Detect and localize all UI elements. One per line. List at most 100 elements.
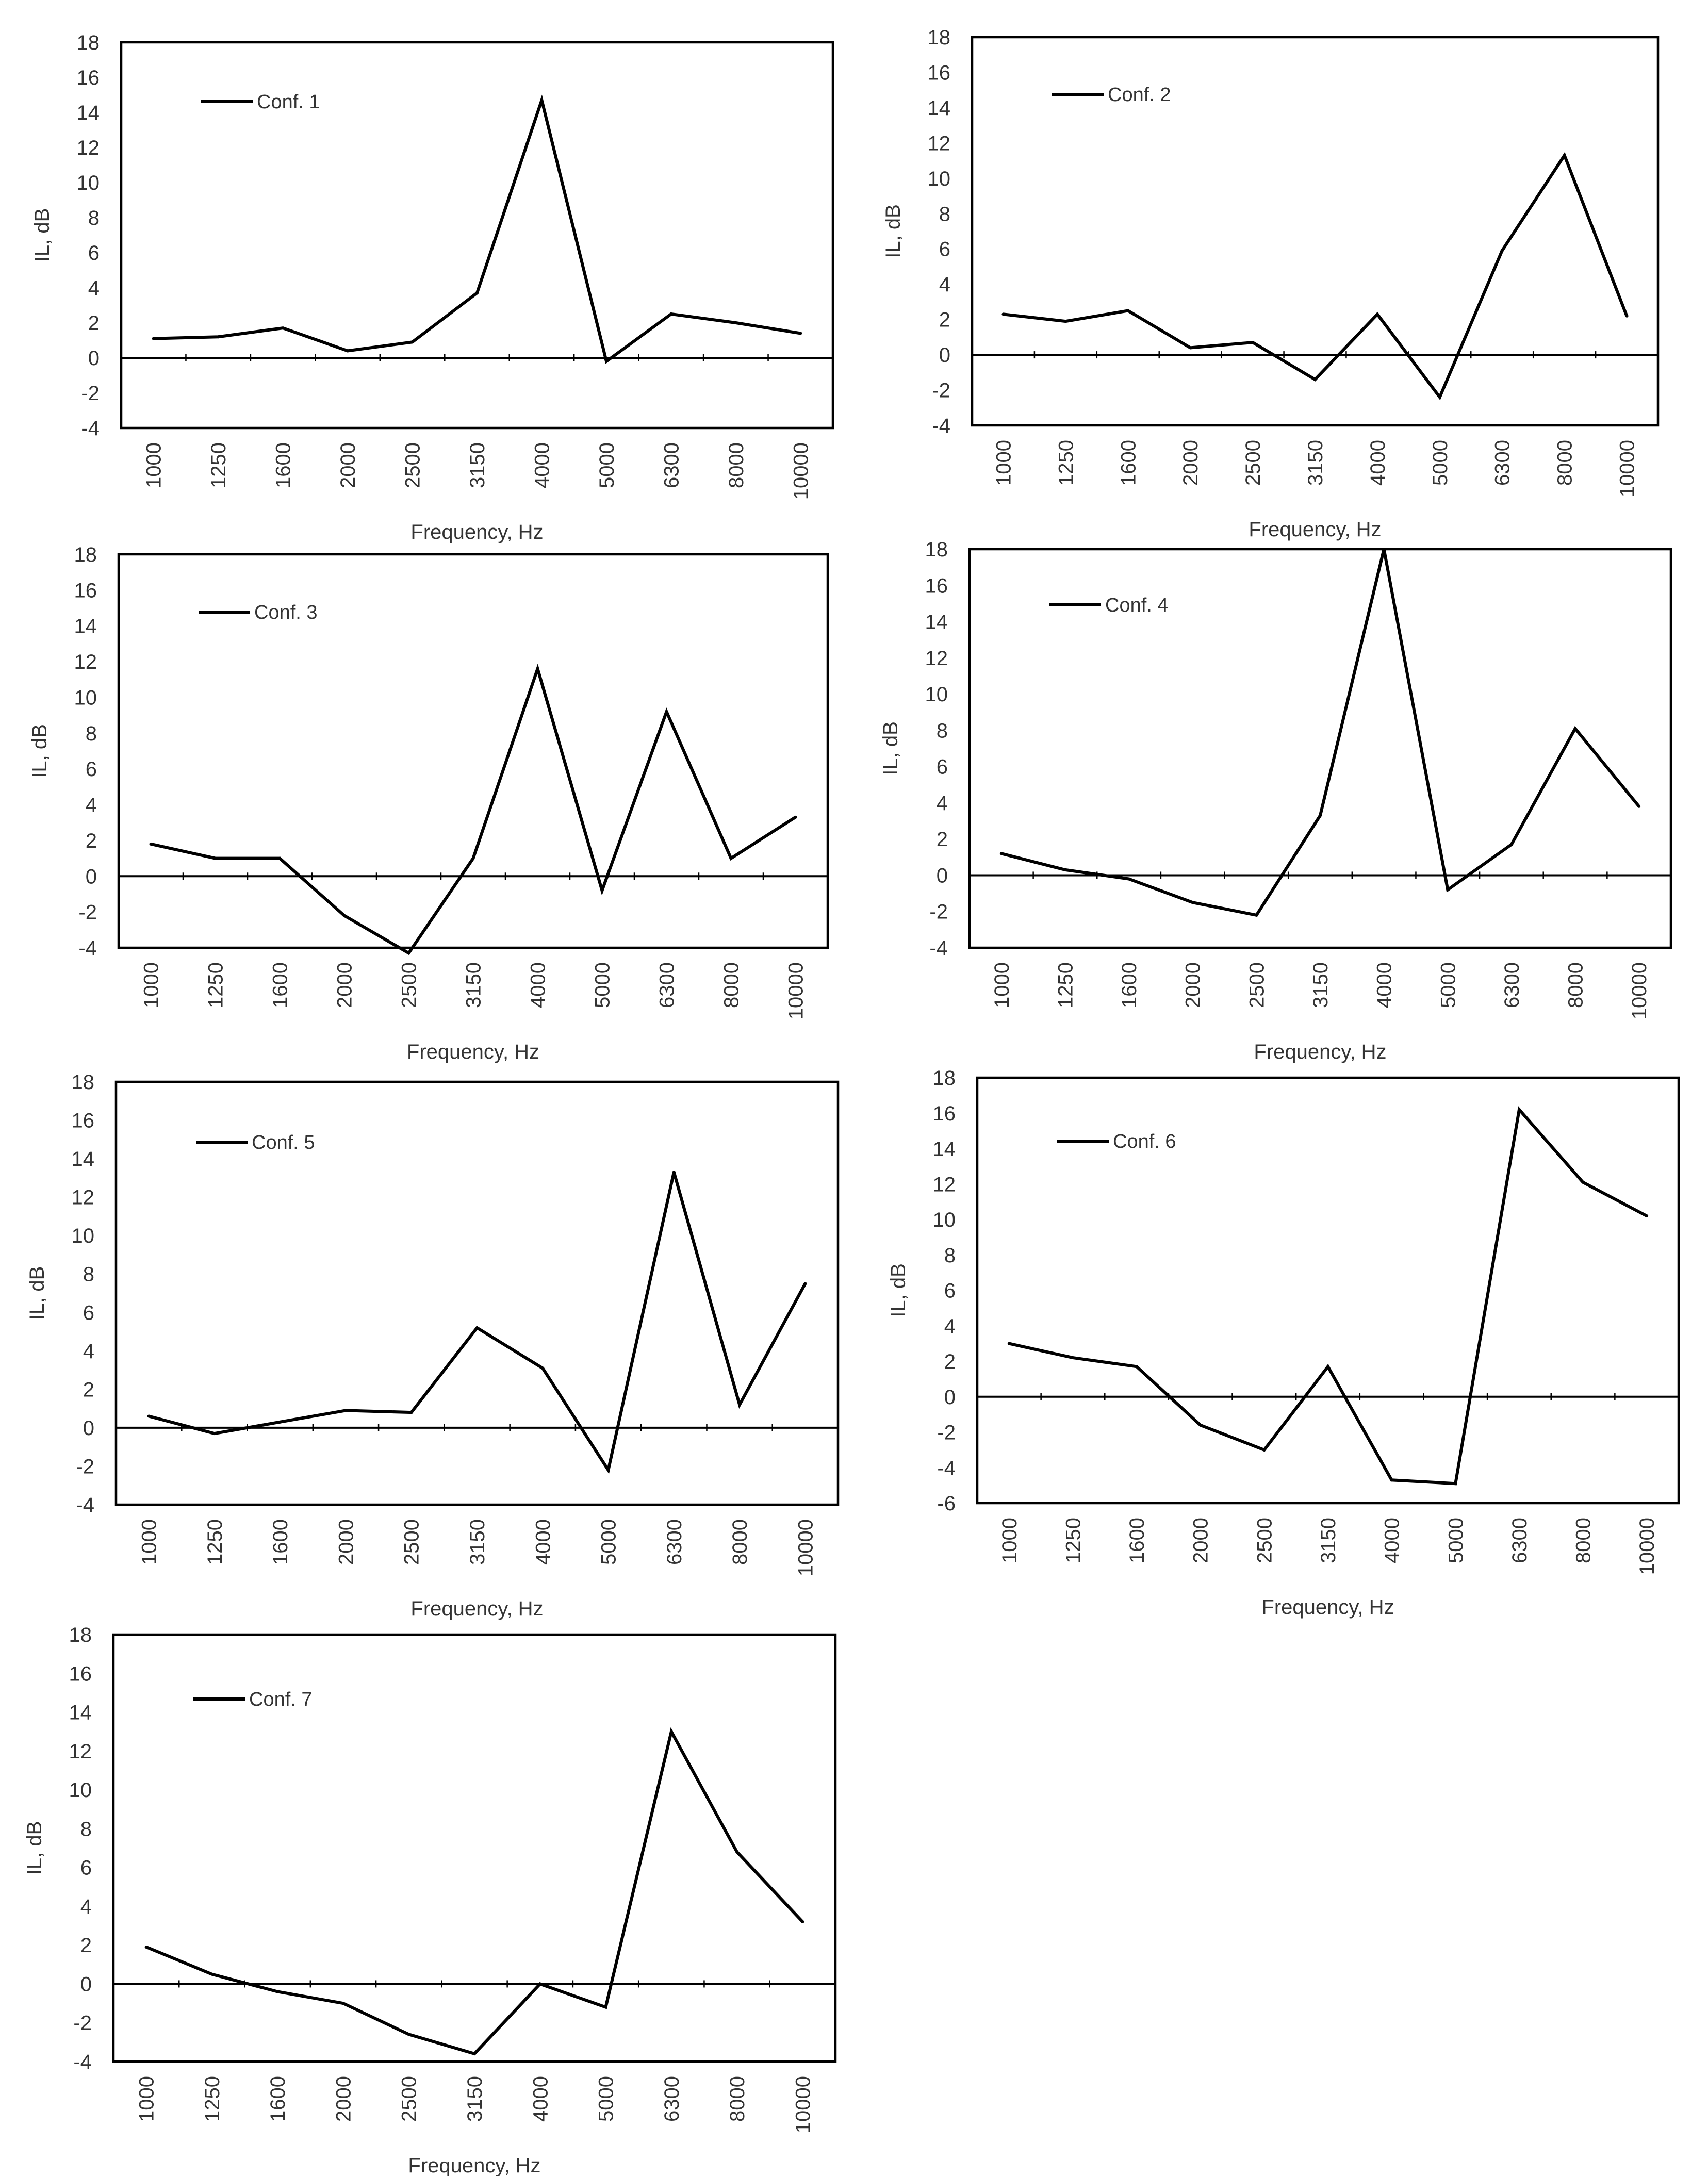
x-axis-title: Frequency, Hz xyxy=(1249,518,1381,541)
y-tick-label: 18 xyxy=(77,31,100,54)
legend-label: Conf. 3 xyxy=(254,602,318,623)
data-point xyxy=(1326,1365,1329,1369)
y-tick-label: 0 xyxy=(80,1973,92,1996)
data-point xyxy=(1625,314,1629,318)
y-tick-label: 2 xyxy=(83,1378,94,1401)
y-tick-label: 6 xyxy=(937,756,948,779)
data-point xyxy=(803,1282,807,1285)
data-point xyxy=(729,856,733,860)
y-axis-title: IL, dB xyxy=(882,204,905,258)
x-tick-label: 8000 xyxy=(725,442,748,488)
x-tick-label: 1000 xyxy=(991,962,1013,1008)
x-tick-label: 2000 xyxy=(337,442,359,488)
x-tick-label: 8000 xyxy=(1554,440,1576,486)
data-point xyxy=(538,1982,542,1986)
x-tick-label: 4000 xyxy=(529,2076,552,2122)
x-tick-label: 8000 xyxy=(729,1519,751,1565)
y-tick-label: 8 xyxy=(86,722,97,745)
series-line xyxy=(153,94,801,364)
data-point xyxy=(1509,843,1513,846)
plot-frame xyxy=(120,41,834,430)
y-tick-label: 4 xyxy=(939,273,950,296)
data-point xyxy=(473,2052,476,2055)
legend-label: Conf. 7 xyxy=(249,1689,313,1710)
x-tick-label: 2000 xyxy=(335,1519,357,1565)
y-tick-label: 4 xyxy=(937,792,948,815)
y-tick-label: 16 xyxy=(77,67,100,89)
data-point xyxy=(475,1326,479,1330)
x-tick-label: 1000 xyxy=(136,2076,158,2122)
chart-panel-2: -4 -2 0 2 4 6 8 10 12 14 16 18 1000 1250 1600 2000 2500 3… xyxy=(882,26,1660,541)
x-axis-title: Frequency, Hz xyxy=(408,2154,540,2176)
chart-panel-3: -4 -2 0 2 4 6 8 10 12 14 16 18 1000 1250 1600 2000 2500 3… xyxy=(28,543,829,1063)
x-tick-label: 1250 xyxy=(1062,1518,1085,1563)
data-point xyxy=(600,889,604,893)
y-tick-label: -2 xyxy=(73,2012,92,2035)
y-axis-title: IL, dB xyxy=(28,724,51,778)
x-tick-label: 2500 xyxy=(1253,1518,1276,1563)
x-tick-label: 4000 xyxy=(1367,440,1389,486)
x-tick-label: 1000 xyxy=(992,440,1015,486)
y-tick-label: 12 xyxy=(933,1173,956,1196)
data-point xyxy=(149,842,153,846)
data-point xyxy=(536,667,539,670)
x-tick-label: 1600 xyxy=(269,1519,292,1565)
y-tick-label: -2 xyxy=(929,901,948,924)
y-tick-label: 18 xyxy=(928,26,951,49)
y-tick-label: -2 xyxy=(81,382,100,405)
data-point xyxy=(1581,1180,1585,1184)
y-tick-label: 18 xyxy=(69,1624,92,1646)
data-point xyxy=(1127,877,1131,881)
data-point xyxy=(147,1414,151,1418)
y-tick-label: 8 xyxy=(939,203,950,225)
data-point xyxy=(1007,1342,1011,1345)
y-axis-title: IL, dB xyxy=(23,1821,46,1875)
data-point xyxy=(212,1432,216,1436)
data-point xyxy=(409,1411,413,1414)
data-point xyxy=(1063,868,1067,871)
chart-panel-1: -4 -2 0 2 4 6 8 10 12 14 16 18 1000 1250 1600 2000 2500 3… xyxy=(31,31,834,543)
y-axis-title: IL, dB xyxy=(887,1263,910,1317)
data-point xyxy=(475,291,479,295)
x-tick-label: 1250 xyxy=(204,1519,226,1565)
data-point xyxy=(213,856,217,860)
y-tick-label: 10 xyxy=(77,172,100,194)
legend-label: Conf. 2 xyxy=(1108,84,1171,106)
y-tick-label: 12 xyxy=(72,1186,95,1209)
y-tick-label: 10 xyxy=(74,686,97,709)
data-point xyxy=(1446,888,1450,892)
plot-frame xyxy=(112,1633,837,2063)
data-point xyxy=(1573,727,1577,730)
data-point xyxy=(669,1730,673,1734)
y-tick-label: 6 xyxy=(83,1301,94,1324)
legend-label: Conf. 4 xyxy=(1105,595,1169,616)
x-tick-label: 5000 xyxy=(592,962,614,1008)
x-tick-label: 6300 xyxy=(1491,440,1514,486)
y-tick-label: 16 xyxy=(72,1110,95,1132)
y-tick-label: -4 xyxy=(932,415,950,437)
data-point xyxy=(1500,249,1504,253)
x-tick-label: 2500 xyxy=(398,2076,421,2122)
data-point xyxy=(1382,548,1386,551)
y-tick-label: 16 xyxy=(928,61,951,84)
x-tick-label: 2000 xyxy=(1179,440,1202,486)
y-tick-label: 14 xyxy=(925,611,948,634)
data-point xyxy=(541,1366,545,1370)
plot-frame xyxy=(971,36,1660,427)
chart-panel-7: -4 -2 0 2 4 6 8 10 12 14 16 18 1000 1250 1600 2000 2500 3… xyxy=(23,1624,837,2176)
plot-frame xyxy=(114,1080,840,1506)
data-point xyxy=(1064,320,1068,323)
x-tick-label: 10000 xyxy=(1616,440,1639,497)
data-point xyxy=(1255,913,1258,917)
data-point xyxy=(1517,1108,1521,1111)
y-tick-label: 4 xyxy=(944,1315,956,1338)
x-tick-label: 4000 xyxy=(527,962,550,1008)
x-tick-label: 1600 xyxy=(267,2076,289,2122)
data-point xyxy=(801,1920,804,1924)
data-point xyxy=(1438,395,1441,399)
data-point xyxy=(735,1850,739,1854)
data-point xyxy=(1375,312,1379,316)
y-tick-label: 0 xyxy=(86,865,97,888)
data-point xyxy=(1198,1423,1202,1427)
